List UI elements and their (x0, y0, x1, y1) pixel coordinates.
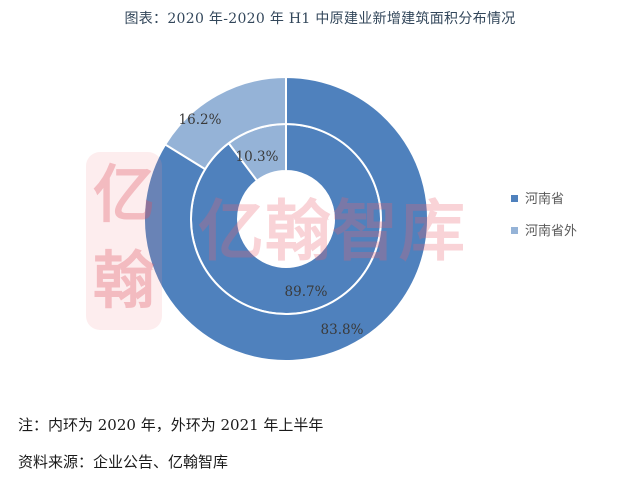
legend-swatch (511, 226, 518, 234)
outer-ring-data-label: 16.2% (179, 112, 222, 128)
chart-note: 注：内环为 2020 年，外环为 2021 年上半年 (18, 416, 324, 434)
legend-item-henan: 河南省 (511, 192, 564, 208)
legend-item-outside-henan: 河南省外 (511, 224, 577, 240)
inner-ring-data-label: 10.3% (236, 149, 279, 165)
outer-ring-slice-1 (163, 75, 287, 171)
chart-source: 资料来源：企业公告、亿翰智库 (18, 453, 229, 471)
outer-ring-slice-0 (143, 75, 429, 362)
donut-chart: 89.7% 10.3% 83.8% 16.2% (143, 75, 429, 362)
chart-title: 图表：2020 年-2020 年 H1 中原建业新增建筑面积分布情况 (124, 11, 516, 27)
legend-label: 河南省 (525, 192, 565, 207)
legend-swatch (511, 194, 518, 202)
legend-label: 河南省外 (525, 224, 578, 239)
outer-ring-data-label: 83.8% (321, 322, 364, 338)
inner-ring-data-label: 89.7% (285, 284, 328, 300)
